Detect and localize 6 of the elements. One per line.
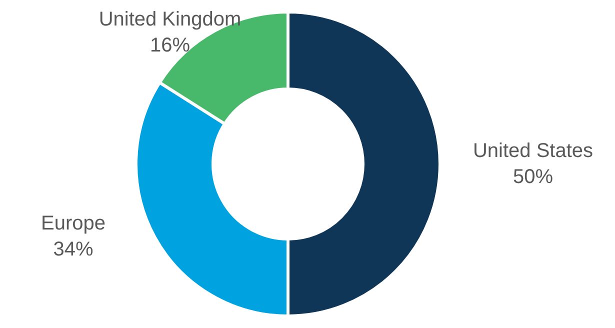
slice-label: Europe: [41, 212, 106, 234]
data-label: 50%: [512, 166, 554, 188]
slice-label: United Kingdom: [98, 8, 242, 31]
slice-label: United States: [472, 140, 594, 162]
data-label: 34%: [53, 238, 94, 260]
data-label: 16%: [150, 34, 190, 57]
